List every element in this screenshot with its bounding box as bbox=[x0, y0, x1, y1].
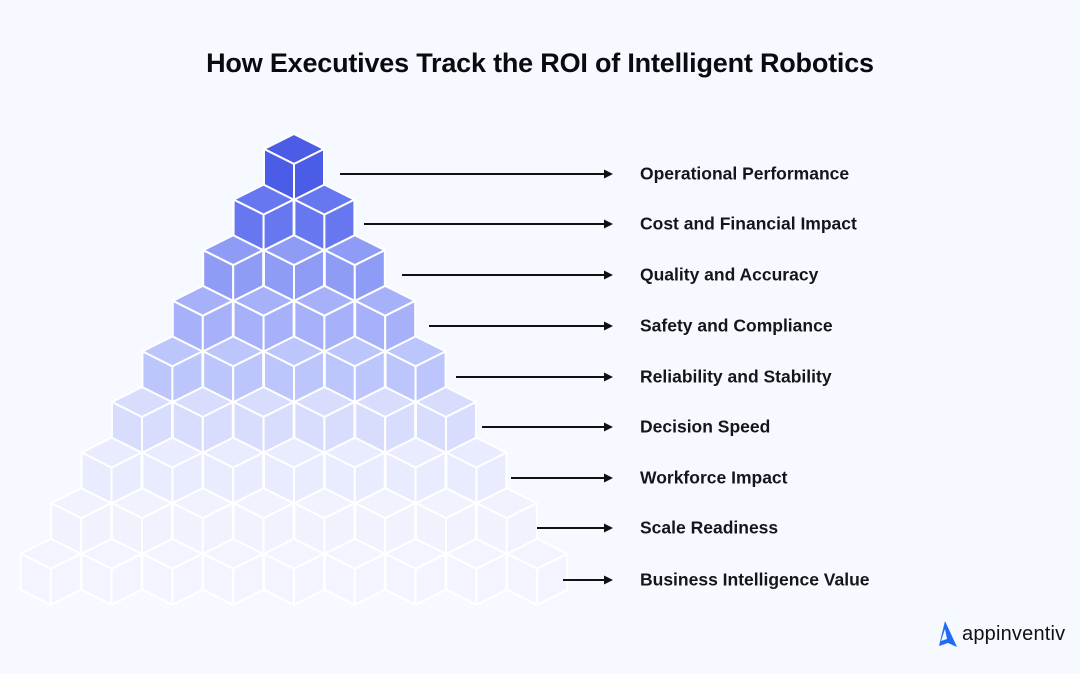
cube bbox=[80, 537, 143, 606]
pyramid-cubes bbox=[19, 133, 569, 606]
cube bbox=[141, 335, 204, 404]
level-label: Cost and Financial Impact bbox=[640, 213, 857, 234]
cube bbox=[141, 436, 204, 505]
level-arrow bbox=[364, 219, 613, 229]
level-arrow bbox=[482, 422, 613, 432]
level-arrow bbox=[456, 372, 613, 382]
level-arrow bbox=[563, 575, 613, 585]
cube bbox=[171, 386, 234, 454]
level-arrow bbox=[429, 321, 613, 331]
level-arrows bbox=[340, 169, 613, 585]
cube bbox=[323, 537, 386, 606]
level-arrow bbox=[340, 169, 613, 179]
cube bbox=[263, 537, 325, 606]
cube bbox=[232, 284, 295, 353]
cube bbox=[111, 386, 173, 454]
level-arrow bbox=[402, 270, 613, 280]
level-label: Operational Performance bbox=[640, 163, 850, 184]
brand-name: appinventiv bbox=[962, 622, 1066, 645]
cube bbox=[445, 436, 508, 505]
cube bbox=[80, 436, 143, 505]
cube bbox=[384, 436, 447, 505]
cube bbox=[354, 386, 417, 454]
cube bbox=[323, 436, 386, 505]
cube bbox=[202, 537, 265, 606]
cube bbox=[263, 133, 325, 201]
cube bbox=[293, 183, 356, 252]
page-title: How Executives Track the ROI of Intellig… bbox=[206, 48, 874, 78]
level-label: Workforce Impact bbox=[640, 467, 788, 488]
appinventiv-a-icon bbox=[939, 621, 957, 647]
cube bbox=[475, 487, 538, 556]
cube bbox=[202, 234, 265, 303]
level-label: Business Intelligence Value bbox=[640, 569, 870, 590]
level-label: Decision Speed bbox=[640, 416, 771, 437]
cube bbox=[19, 537, 82, 606]
cube bbox=[50, 487, 113, 556]
cube bbox=[354, 284, 417, 353]
level-label: Safety and Compliance bbox=[640, 315, 833, 336]
level-label: Reliability and Stability bbox=[640, 366, 832, 387]
cube bbox=[202, 335, 265, 404]
cube bbox=[263, 335, 325, 404]
cube bbox=[293, 487, 356, 556]
cube bbox=[141, 537, 204, 606]
cube bbox=[111, 487, 173, 556]
cube bbox=[323, 234, 386, 303]
cube bbox=[232, 183, 295, 252]
brand-logo: appinventiv bbox=[931, 619, 1065, 649]
cube bbox=[384, 537, 447, 606]
level-label: Scale Readiness bbox=[640, 517, 779, 538]
cube bbox=[293, 386, 356, 454]
cube bbox=[415, 386, 477, 454]
cube bbox=[263, 436, 325, 505]
cube bbox=[445, 537, 508, 606]
level-arrow bbox=[511, 473, 613, 483]
level-arrow bbox=[537, 523, 613, 533]
level-label: Quality and Accuracy bbox=[640, 264, 819, 285]
cube bbox=[506, 537, 569, 606]
